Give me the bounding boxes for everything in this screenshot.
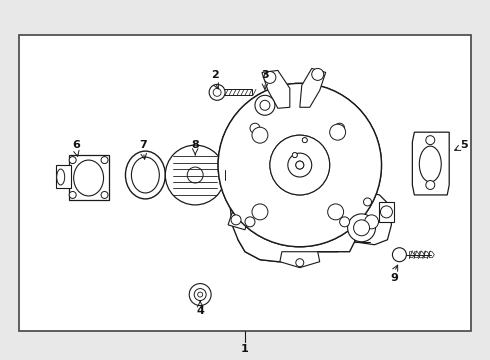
Circle shape: [364, 198, 371, 206]
Ellipse shape: [419, 146, 441, 182]
Circle shape: [255, 95, 275, 115]
Circle shape: [69, 192, 76, 198]
Polygon shape: [69, 155, 108, 200]
Polygon shape: [280, 252, 319, 268]
Text: 6: 6: [73, 140, 80, 150]
Circle shape: [218, 84, 382, 247]
Circle shape: [260, 100, 270, 110]
Polygon shape: [409, 252, 415, 258]
Circle shape: [293, 153, 297, 158]
Circle shape: [328, 204, 343, 220]
Polygon shape: [352, 192, 392, 245]
Polygon shape: [415, 252, 419, 258]
Circle shape: [101, 192, 108, 198]
Ellipse shape: [57, 169, 65, 185]
Circle shape: [270, 135, 330, 195]
Circle shape: [165, 145, 225, 205]
Ellipse shape: [125, 151, 165, 199]
Circle shape: [330, 124, 345, 140]
Circle shape: [296, 161, 304, 169]
Text: 3: 3: [261, 71, 269, 80]
Circle shape: [194, 289, 206, 301]
Bar: [217, 89, 252, 95]
Circle shape: [187, 167, 203, 183]
Text: 7: 7: [140, 140, 147, 150]
Circle shape: [293, 153, 297, 158]
Circle shape: [296, 259, 304, 267]
Circle shape: [189, 284, 211, 306]
Circle shape: [213, 88, 221, 96]
Circle shape: [197, 292, 203, 297]
Circle shape: [218, 84, 382, 247]
Circle shape: [302, 138, 307, 143]
Text: 4: 4: [196, 306, 204, 316]
Circle shape: [354, 220, 369, 236]
Text: 2: 2: [211, 71, 219, 80]
Circle shape: [250, 123, 260, 133]
Text: 5: 5: [460, 140, 468, 150]
Circle shape: [340, 217, 349, 227]
Circle shape: [347, 214, 375, 242]
Circle shape: [302, 138, 307, 143]
Polygon shape: [429, 252, 434, 258]
Circle shape: [270, 135, 330, 195]
Polygon shape: [230, 172, 360, 262]
Circle shape: [209, 84, 225, 100]
Text: 8: 8: [191, 140, 199, 150]
Ellipse shape: [74, 160, 103, 196]
Circle shape: [69, 157, 76, 163]
Circle shape: [101, 157, 108, 163]
Polygon shape: [56, 165, 71, 188]
Polygon shape: [424, 252, 429, 258]
Bar: [19, 35, 471, 332]
Polygon shape: [300, 68, 326, 107]
Circle shape: [335, 123, 344, 133]
Ellipse shape: [131, 157, 159, 193]
Polygon shape: [262, 71, 290, 108]
Polygon shape: [228, 213, 248, 230]
Circle shape: [426, 136, 435, 145]
Polygon shape: [230, 107, 360, 262]
Circle shape: [426, 180, 435, 189]
Polygon shape: [419, 252, 424, 258]
Polygon shape: [379, 202, 394, 222]
Circle shape: [252, 127, 268, 143]
Polygon shape: [413, 132, 449, 195]
Text: 1: 1: [241, 345, 249, 354]
Circle shape: [264, 71, 276, 84]
Text: 9: 9: [391, 273, 398, 283]
Circle shape: [288, 153, 312, 177]
Circle shape: [288, 153, 312, 177]
Circle shape: [245, 217, 255, 227]
Circle shape: [312, 68, 324, 80]
Circle shape: [231, 215, 241, 225]
Circle shape: [296, 161, 304, 169]
Circle shape: [392, 248, 406, 262]
Circle shape: [252, 204, 268, 220]
Circle shape: [380, 206, 392, 218]
Circle shape: [365, 215, 378, 229]
